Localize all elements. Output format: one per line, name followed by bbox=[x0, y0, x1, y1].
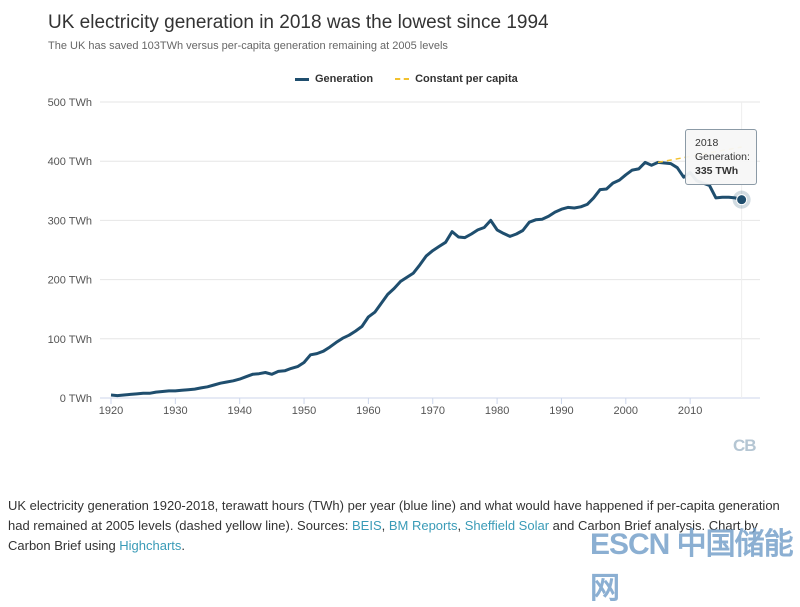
y-tick-label: 400 TWh bbox=[48, 156, 92, 168]
y-tick-label: 100 TWh bbox=[48, 334, 92, 346]
tooltip: 2018 Generation: 335 TWh bbox=[685, 129, 757, 185]
data-point-2018 bbox=[736, 194, 748, 206]
y-tick-label: 300 TWh bbox=[48, 215, 92, 227]
watermark: ESCN 中国储能网 bbox=[590, 528, 794, 605]
x-tick-label: 1970 bbox=[421, 405, 445, 417]
link-beis[interactable]: BEIS bbox=[351, 518, 382, 533]
x-tick-label: 1950 bbox=[292, 405, 316, 417]
x-tick-label: 1920 bbox=[99, 405, 123, 417]
x-tick-label: 1990 bbox=[549, 405, 573, 417]
chart-subtitle: The UK has saved 103TWh versus per-capit… bbox=[48, 40, 448, 52]
tooltip-value: 335 TWh bbox=[695, 165, 739, 177]
series-line-generation bbox=[110, 160, 743, 398]
x-tick-label: 2000 bbox=[614, 405, 638, 417]
x-tick-label: 2010 bbox=[678, 405, 702, 417]
legend-item-constant[interactable]: Constant per capita bbox=[395, 73, 518, 85]
legend-label: Constant per capita bbox=[415, 73, 518, 85]
x-tick-label: 1940 bbox=[227, 405, 251, 417]
tooltip-year: 2018 bbox=[695, 137, 719, 149]
x-tick-label: 1980 bbox=[485, 405, 509, 417]
legend-swatch-generation bbox=[295, 77, 309, 81]
y-tick-label: 500 TWh bbox=[48, 97, 92, 109]
legend-swatch-constant bbox=[395, 78, 410, 80]
link-bm-reports[interactable]: BM Reports bbox=[388, 518, 458, 533]
link-sheffield-solar[interactable]: Sheffield Solar bbox=[464, 518, 550, 533]
link-highcharts[interactable]: Highcharts bbox=[119, 538, 182, 553]
x-tick-label: 1960 bbox=[356, 405, 380, 417]
legend-label: Generation bbox=[315, 73, 374, 85]
line-chart: 0 TWh 100 TWh 200 TWh 300 TWh 400 TWh 500 TWh… bbox=[48, 97, 760, 417]
x-tick-label: 1930 bbox=[163, 405, 187, 417]
caption-text: and Carbon Brief analysis. Chart by Carb… bbox=[8, 518, 758, 553]
carbon-brief-logo: CB bbox=[733, 436, 757, 455]
caption: UK electricity generation 1920-2018, ter… bbox=[8, 498, 780, 553]
y-tick-label: 0 TWh bbox=[60, 393, 92, 405]
legend: Generation Constant per capita bbox=[295, 73, 518, 85]
caption-text: . bbox=[181, 538, 186, 553]
y-tick-label: 200 TWh bbox=[48, 275, 92, 287]
legend-item-generation[interactable]: Generation bbox=[295, 73, 373, 85]
chart-title: UK electricity generation in 2018 was th… bbox=[48, 12, 549, 33]
tooltip-label: Generation: bbox=[695, 151, 750, 163]
caption-text: UK electricity generation 1920-2018, ter… bbox=[8, 498, 780, 533]
